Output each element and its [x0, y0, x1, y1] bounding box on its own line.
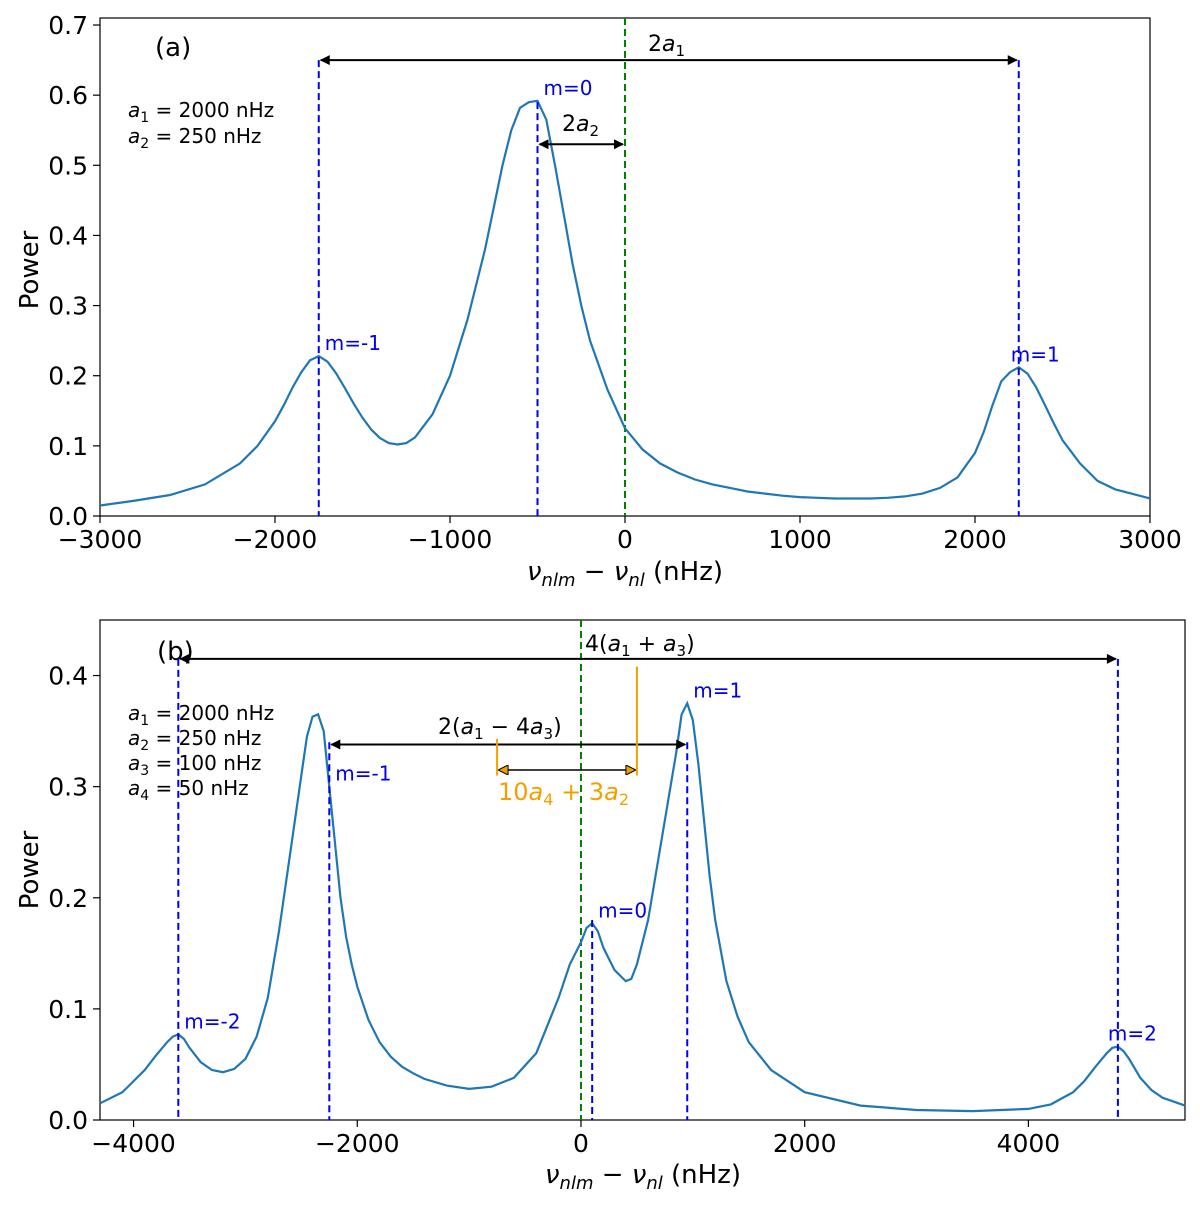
power-curve	[99, 700, 1186, 1113]
mode-label: m=0	[544, 76, 593, 100]
x-tick-label: −2000	[315, 1129, 400, 1158]
param-a2: a2 = 250 nHz	[128, 124, 261, 152]
annotation-2-a1-minus-4a3: 2(a1 − 4a3)	[438, 715, 562, 743]
y-tick-label: 0.5	[48, 151, 88, 180]
mode-label: m=-2	[184, 1009, 240, 1033]
x-tick-label: 3000	[1118, 525, 1182, 554]
panel-a-annotations: 2a1 2a2	[562, 32, 685, 140]
x-tick-label: −4000	[91, 1129, 176, 1158]
y-tick-label: 0.3	[48, 773, 88, 802]
x-tick-label: −2000	[233, 525, 318, 554]
panel-b-xlabel: νnlm − νnl (nHz)	[545, 1160, 741, 1194]
y-tick-label: 0.7	[48, 11, 88, 40]
mode-label: m=-1	[325, 331, 381, 355]
y-tick-label: 0.4	[48, 662, 88, 691]
power-curve	[99, 99, 1151, 507]
param-b-a2: a2 = 250 nHz	[128, 726, 261, 754]
annotation-2a1: 2a1	[648, 32, 685, 60]
y-tick-label: 0.1	[48, 995, 88, 1024]
mode-label: m=0	[598, 898, 647, 922]
y-tick-label: 0.2	[48, 884, 88, 913]
panel-b: (b) Power νnlm − νnl (nHz) a1 = 2000 nHz…	[15, 619, 1186, 1194]
mode-label: m=1	[1011, 342, 1060, 366]
panel-a-xlabel: νnlm − νnl (nHz)	[527, 557, 723, 591]
annotation-4-a1-plus-a3: 4(a1 + a3)	[585, 632, 695, 660]
y-tick-label: 0.2	[48, 362, 88, 391]
panel-a: (a) Power νnlm − νnl (nHz) a1 = 2000 nHz…	[15, 11, 1182, 591]
mode-label: m=-1	[335, 762, 391, 786]
x-tick-label: 2000	[943, 525, 1007, 554]
mode-label: m=1	[693, 678, 742, 702]
y-tick-label: 0.4	[48, 221, 88, 250]
x-tick-label: 0	[617, 525, 633, 554]
panel-a-ylabel: Power	[15, 230, 45, 309]
panel-b-label: (b)	[157, 637, 194, 667]
y-tick-label: 0.0	[48, 502, 88, 531]
param-b-a3: a3 = 100 nHz	[128, 751, 261, 779]
y-tick-label: 0.0	[48, 1106, 88, 1135]
x-tick-label: −1000	[408, 525, 493, 554]
mode-label: m=2	[1108, 1022, 1157, 1046]
plot-frame-b	[99, 619, 1186, 1121]
annotation-10a4-plus-3a2: 10a4 + 3a2	[498, 778, 629, 809]
panel-a-params: a1 = 2000 nHz a2 = 250 nHz	[128, 98, 274, 152]
y-tick-label: 0.3	[48, 292, 88, 321]
panel-a-label: (a)	[155, 33, 191, 63]
annotation-2a2: 2a2	[562, 112, 599, 140]
panel-b-ylabel: Power	[15, 830, 45, 909]
x-tick-label: 0	[573, 1129, 589, 1158]
param-a1: a1 = 2000 nHz	[128, 98, 274, 126]
x-tick-label: 1000	[768, 525, 832, 554]
x-tick-label: −3000	[58, 525, 143, 554]
y-tick-label: 0.6	[48, 81, 88, 110]
panel-b-params: a1 = 2000 nHz a2 = 250 nHz a3 = 100 nHz …	[128, 701, 274, 804]
x-tick-label: 2000	[773, 1129, 837, 1158]
param-b-a1: a1 = 2000 nHz	[128, 701, 274, 729]
y-tick-label: 0.1	[48, 432, 88, 461]
panel-b-annotations: 4(a1 + a3) 2(a1 − 4a3) 10a4 + 3a2	[438, 632, 695, 809]
x-tick-label: 4000	[997, 1129, 1061, 1158]
param-b-a4: a4 = 50 nHz	[128, 776, 249, 804]
